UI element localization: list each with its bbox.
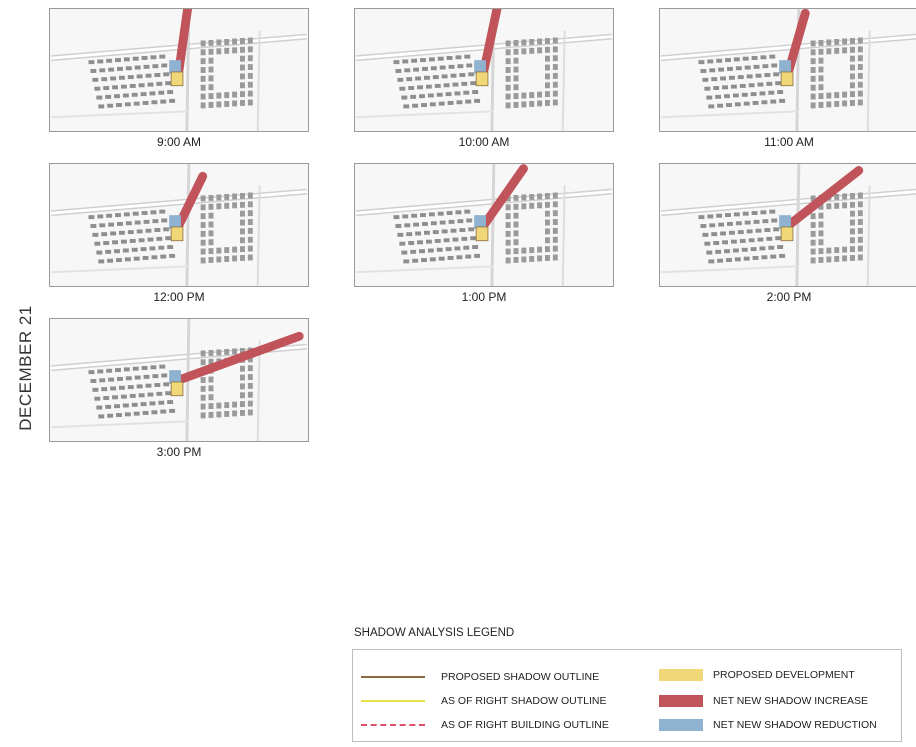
legend-label: AS OF RIGHT SHADOW OUTLINE: [441, 695, 607, 707]
shadow-map: [354, 163, 614, 287]
legend-item-net-new-shadow-increase: NET NEW SHADOW INCREASE: [659, 693, 868, 709]
shadow-panel-3pm: 3:00 PM: [49, 318, 309, 459]
building-cluster-west: [393, 209, 481, 264]
building-cluster-east: [505, 192, 558, 264]
legend-item-proposed-development: PROPOSED DEVELOPMENT: [659, 667, 855, 683]
legend-label: PROPOSED SHADOW OUTLINE: [441, 671, 600, 683]
net-new-shadow-reduction: [779, 215, 791, 229]
road-network: [355, 9, 613, 131]
net-new-shadow-reduction: [474, 215, 486, 229]
legend-line-swatch: [361, 700, 425, 702]
building-cluster-east: [505, 37, 558, 109]
building-cluster-west: [698, 54, 786, 109]
net-new-shadow-reduction: [169, 215, 181, 229]
shadow-map: [659, 163, 916, 287]
legend-fill-swatch: [659, 719, 703, 731]
shadow-map: [659, 8, 916, 132]
panel-time-label: 9:00 AM: [156, 135, 202, 149]
shadow-panel-9am: 9:00 AM: [49, 8, 309, 149]
proposed-development: [170, 381, 184, 397]
road-network: [355, 164, 613, 286]
shadow-panel-10am: 10:00 AM: [354, 8, 614, 149]
net-new-shadow-increase: [174, 171, 208, 230]
net-new-shadow-reduction: [474, 60, 486, 74]
legend-label: NET NEW SHADOW REDUCTION: [713, 719, 877, 731]
panel-time-label: 2:00 PM: [766, 290, 812, 304]
legend-label: PROPOSED DEVELOPMENT: [713, 669, 855, 681]
net-new-shadow-reduction: [169, 370, 181, 384]
building-cluster-west: [88, 364, 176, 419]
building-cluster-west: [88, 209, 176, 264]
building-cluster-east: [200, 192, 253, 264]
legend-item-net-new-shadow-reduction: NET NEW SHADOW REDUCTION: [659, 717, 877, 733]
shadow-panel-2pm: 2:00 PM: [659, 163, 916, 304]
legend-line-swatch: [361, 676, 425, 678]
road-network: [50, 164, 308, 286]
proposed-development: [780, 226, 794, 242]
legend-item-as-of-right-shadow-outline: AS OF RIGHT SHADOW OUTLINE: [361, 693, 607, 709]
proposed-development: [170, 226, 184, 242]
building-cluster-east: [810, 192, 863, 264]
proposed-development: [475, 71, 489, 87]
shadow-map: [49, 8, 309, 132]
shadow-panel-11am: 11:00 AM: [659, 8, 916, 149]
legend-title: SHADOW ANALYSIS LEGEND: [354, 627, 515, 639]
building-cluster-west: [393, 54, 481, 109]
legend-item-proposed-shadow-outline: PROPOSED SHADOW OUTLINE: [361, 669, 599, 685]
legend: PROPOSED SHADOW OUTLINE AS OF RIGHT SHAD…: [352, 649, 902, 742]
legend-fill-swatch: [659, 669, 703, 681]
net-new-shadow-increase: [479, 9, 502, 75]
net-new-shadow-increase: [784, 166, 864, 230]
proposed-development: [780, 71, 794, 87]
legend-label: AS OF RIGHT BUILDING OUTLINE: [441, 719, 609, 731]
shadow-panel-12pm: 12:00 PM: [49, 163, 309, 304]
proposed-development: [170, 71, 184, 87]
shadow-map: [49, 318, 309, 442]
building-cluster-west: [88, 54, 176, 109]
building-cluster-east: [810, 37, 863, 109]
panel-time-label: 3:00 PM: [156, 445, 202, 459]
net-new-shadow-reduction: [169, 60, 181, 74]
date-label: DECEMBER 21: [16, 305, 35, 431]
legend-label: NET NEW SHADOW INCREASE: [713, 695, 868, 707]
legend-fill-swatch: [659, 695, 703, 707]
net-new-shadow-increase: [174, 9, 193, 75]
building-cluster-east: [200, 37, 253, 109]
net-new-shadow-reduction: [779, 60, 791, 74]
legend-item-as-of-right-building-outline: AS OF RIGHT BUILDING OUTLINE: [361, 717, 609, 733]
panel-time-label: 10:00 AM: [458, 135, 510, 149]
road-network: [660, 164, 916, 286]
shadow-panel-1pm: 1:00 PM: [354, 163, 614, 304]
building-cluster-west: [698, 209, 786, 264]
legend-line-swatch: [361, 724, 425, 726]
panel-time-label: 11:00 AM: [764, 135, 814, 149]
panel-time-label: 12:00 PM: [153, 290, 205, 304]
net-new-shadow-increase: [784, 9, 810, 75]
panel-time-label: 1:00 PM: [461, 290, 507, 304]
net-new-shadow-increase: [479, 164, 528, 230]
shadow-map: [49, 163, 309, 287]
net-new-shadow-increase: [174, 331, 304, 385]
shadow-map: [354, 8, 614, 132]
proposed-development: [475, 226, 489, 242]
